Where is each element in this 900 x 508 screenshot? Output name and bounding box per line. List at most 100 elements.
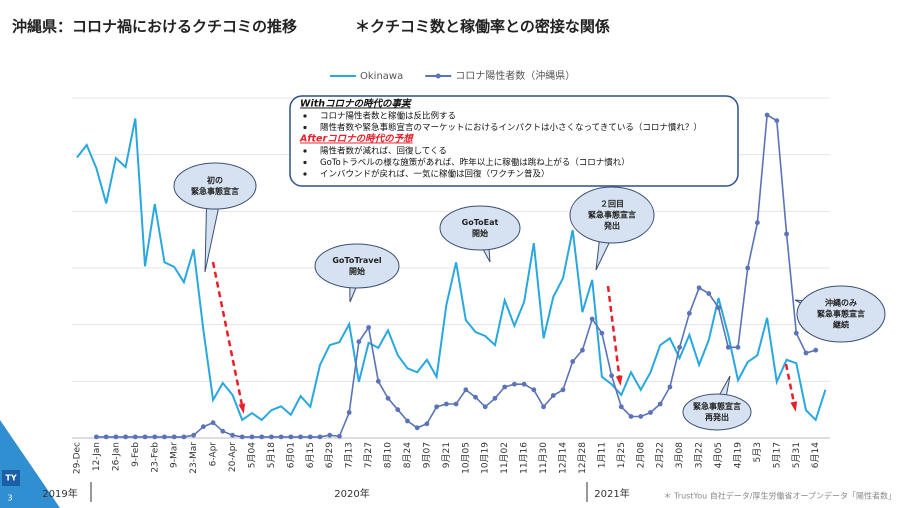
x-tick-label: 11月16	[519, 442, 530, 474]
series-marker	[735, 344, 741, 350]
callout-cover	[175, 164, 255, 208]
callout-text: 継続	[833, 320, 849, 330]
x-tick-label: 9-Feb	[131, 442, 141, 467]
x-tick-label: 5月31	[791, 442, 802, 468]
series-marker	[560, 387, 566, 393]
callout-cover	[798, 287, 884, 341]
series-marker	[337, 433, 342, 439]
callout-text: GoToEat	[462, 218, 499, 227]
series-marker	[94, 434, 99, 440]
series-marker	[395, 407, 401, 413]
series-marker	[405, 418, 410, 424]
x-tick-label: 23-Feb	[150, 442, 160, 473]
series-marker	[191, 432, 197, 438]
x-tick-label: 6-Apr	[209, 442, 219, 467]
series-marker	[502, 384, 508, 390]
x-tick-label: 1月25	[616, 442, 627, 468]
x-tick-label: 6月29	[324, 442, 335, 468]
series-marker	[259, 434, 265, 440]
legend-label: Okinawa	[360, 71, 403, 82]
info-bullet: コロナ陽性者数と稼働は反比例する	[320, 111, 456, 122]
x-tick-label: 3月22	[694, 442, 705, 468]
series-marker	[580, 347, 585, 353]
series-marker	[628, 414, 634, 419]
series-marker	[589, 316, 595, 322]
x-tick-label: 10月05	[460, 442, 471, 474]
series-marker	[298, 434, 303, 440]
series-marker	[541, 404, 546, 410]
info-heading: Withコロナの時代の事実	[300, 98, 412, 110]
series-marker	[375, 378, 381, 384]
series-marker	[764, 112, 770, 118]
callout-text: 開始	[349, 266, 365, 276]
x-tick-label: 8月10	[383, 442, 394, 468]
series-marker	[696, 285, 702, 291]
x-tick-label: 6月14	[810, 442, 821, 468]
series-marker	[434, 404, 440, 410]
series-marker	[745, 265, 751, 271]
series-marker	[755, 220, 760, 226]
bullet	[303, 114, 307, 118]
x-tick-label: 4月05	[713, 442, 724, 468]
arrow	[211, 261, 245, 411]
series-marker	[453, 401, 459, 407]
x-tick-label: 6月15	[305, 442, 316, 468]
x-tick-label: 1月11	[596, 442, 607, 468]
series-marker	[132, 434, 138, 440]
info-bullet: 陽性者数が減れば、回復してくる	[320, 146, 447, 157]
page-number: 3	[7, 494, 12, 503]
x-tick-label: 11月02	[499, 442, 510, 474]
series-marker	[774, 118, 780, 124]
info-bullet: 陽性者数や緊急事態宣言のマーケットにおけるインパクトは小さくなってきている（コロ…	[320, 122, 702, 133]
series-marker	[249, 434, 255, 440]
series-marker	[113, 434, 119, 440]
x-tick-label: 9月07	[421, 442, 432, 468]
series-marker	[171, 434, 177, 440]
series-marker	[269, 434, 274, 440]
bullet	[303, 149, 307, 153]
series-marker	[327, 432, 333, 438]
series-marker	[618, 404, 624, 410]
x-tick-label: 3月08	[674, 442, 685, 468]
legend-label: コロナ陽性者数（沖縄県）	[455, 69, 575, 82]
callout-text: 緊急事態宣言	[817, 309, 865, 319]
series-marker	[638, 414, 644, 419]
callout-text: 開始	[472, 228, 488, 238]
callout-text: 緊急事態宣言	[191, 186, 239, 196]
series-marker	[512, 381, 517, 387]
series-marker	[599, 330, 605, 336]
callout-text: ２回目	[600, 200, 624, 209]
series-marker	[152, 434, 158, 440]
series-marker	[239, 434, 245, 440]
series-marker	[463, 387, 469, 393]
bullet	[303, 160, 307, 165]
arrow-head	[790, 401, 798, 412]
series-marker	[230, 432, 235, 438]
x-tick-label: 6月01	[285, 442, 296, 468]
series-marker	[210, 420, 216, 426]
legend-marker	[435, 73, 441, 79]
x-tick-label: 2月22	[655, 442, 666, 468]
x-tick-label: 12-Jan	[92, 442, 102, 471]
series-marker	[793, 330, 799, 336]
callout-text: 緊急事態宣言	[588, 210, 636, 220]
series-marker	[181, 434, 187, 440]
callout-text: 緊急事態宣言	[693, 401, 741, 411]
series-marker	[657, 401, 663, 407]
source: ＊ TrustYou 自社データ/厚生労働省オープンデータ「陽性者数」	[664, 491, 896, 501]
series-marker	[142, 434, 148, 440]
series-marker	[648, 410, 653, 415]
x-tick-label: 5月04	[246, 442, 257, 468]
chart-title: 沖縄県：コロナ禍におけるクチコミの推移	[12, 18, 297, 36]
series-marker	[123, 434, 128, 440]
series-marker	[278, 434, 284, 440]
x-tick-label: 7月27	[363, 442, 374, 468]
series-marker	[366, 325, 371, 330]
x-tick-label: 9-Mar	[170, 442, 180, 468]
x-tick-label: 29-Dec	[73, 442, 83, 474]
logo: TY	[5, 474, 16, 483]
